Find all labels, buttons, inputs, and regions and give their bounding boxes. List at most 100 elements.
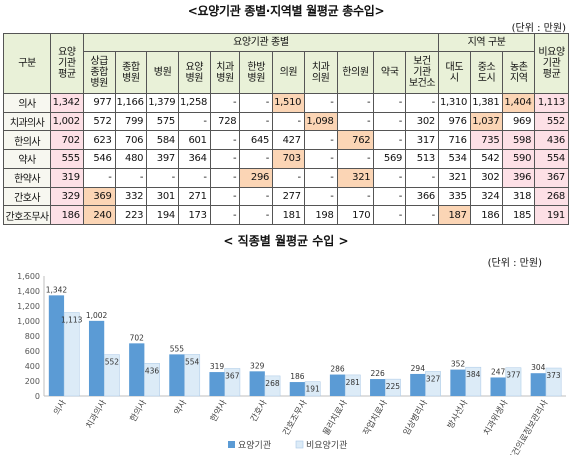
- bar-series-1: [144, 363, 160, 397]
- table-cell: 976: [437, 111, 471, 132]
- data-label-series-0: 247: [491, 367, 506, 376]
- x-tick-label: 간호사: [248, 398, 269, 424]
- data-label-series-0: 319: [210, 362, 225, 371]
- table-cell: -: [82, 167, 116, 188]
- table-cell: 191: [534, 205, 569, 225]
- x-tick-label: 방사선사: [445, 398, 470, 431]
- legend-label: 비요양기관: [306, 440, 347, 451]
- table-cell: -: [209, 205, 241, 225]
- table-cell: 1,510: [272, 93, 305, 113]
- table-cell: 324: [469, 186, 504, 207]
- table-cell: 364: [177, 149, 211, 169]
- bar-series-0: [88, 320, 105, 396]
- data-label-series-1: 552: [105, 358, 120, 367]
- table-cell: 590: [502, 149, 536, 169]
- header-type-group: 요양기관 종별: [82, 33, 439, 52]
- table-cell: -: [239, 111, 274, 132]
- table-cell: 170: [336, 205, 375, 225]
- x-tick-label: 치과위생사: [481, 398, 510, 438]
- table-cell: 1,002: [50, 111, 84, 132]
- table-cell: -: [209, 167, 241, 188]
- table-cell: 332: [114, 186, 148, 207]
- table-cell: 1,404: [502, 93, 536, 113]
- table-cell: 623: [82, 130, 116, 151]
- table-cell: -: [272, 111, 305, 132]
- table-cell: -: [373, 186, 407, 207]
- table-cell: 601: [177, 130, 211, 151]
- table-cell: 321: [437, 167, 471, 188]
- table-cell: 335: [437, 186, 471, 207]
- header-type-col: 치과 병원: [209, 51, 241, 94]
- table-cell: -: [177, 167, 211, 188]
- y-tick-label: 600: [25, 347, 40, 356]
- header-type-col: 한방 병원: [239, 51, 274, 94]
- table-cell: 1,113: [534, 93, 569, 113]
- table-cell: 1,379: [146, 93, 179, 113]
- table-cell: -: [114, 167, 148, 188]
- table-row: 간호조무사 186 240 223 194 173- -181 198 170- -187 186 1…: [2, 205, 569, 225]
- table-cell: -: [303, 149, 338, 169]
- x-tick-label: 약사: [172, 398, 189, 417]
- bar-series-1: [385, 378, 401, 397]
- data-label-series-0: 294: [411, 364, 426, 373]
- table-cell: 1,342: [50, 93, 84, 113]
- table-cell: 513: [405, 149, 439, 169]
- data-label-series-0: 286: [330, 365, 345, 374]
- bar-series-1: [545, 367, 562, 397]
- table-cell: -: [177, 111, 211, 132]
- table-cell: -: [336, 93, 375, 113]
- table-cell: -: [373, 111, 407, 132]
- table-cell: 436: [534, 130, 569, 151]
- row-label: 간호사: [2, 186, 52, 207]
- table-cell: -: [209, 149, 241, 169]
- table-cell: 1,310: [437, 93, 471, 113]
- table-cell: 1,037: [469, 111, 504, 132]
- data-label-series-0: 702: [130, 333, 145, 342]
- table-cell: 706: [114, 130, 148, 151]
- table-cell: -: [336, 111, 375, 132]
- table-cell: 716: [437, 130, 471, 151]
- header-region-col: 중소 도시: [469, 51, 504, 94]
- table-cell: 277: [272, 186, 305, 207]
- table-cell: -: [373, 205, 407, 225]
- bar-series-0: [209, 372, 225, 396]
- data-label-series-1: 225: [386, 382, 401, 391]
- table-cell: 554: [534, 149, 569, 169]
- bar-series-1: [465, 366, 482, 397]
- header-region-col: 농촌 지역: [502, 51, 536, 94]
- x-tick-label: 의사: [51, 398, 68, 417]
- table-cell: 194: [146, 205, 179, 225]
- table-cell: 396: [502, 167, 536, 188]
- table-row: 간호사 329 369 332 301 271- -277- - -366 335 324 318 26…: [2, 186, 569, 207]
- data-label-series-0: 1,002: [86, 311, 108, 320]
- bar-series-1: [505, 367, 522, 397]
- income-table: 구분 요양 기관 평균 요양기관 종별 지역 구분 비요양 기관 평균 상급 종합 병원 종합 병원 병원 요…: [2, 33, 569, 225]
- table-cell: -: [209, 130, 241, 151]
- table-cell: 317: [405, 130, 439, 151]
- bar-series-1: [184, 354, 201, 397]
- bar-series-1: [103, 354, 120, 397]
- x-tick-label: 임상병리사: [401, 398, 430, 438]
- row-label: 의사: [2, 93, 52, 113]
- table-cell: 187: [437, 205, 471, 225]
- table-cell: 1,098: [303, 111, 338, 132]
- data-label-series-1: 377: [506, 371, 521, 380]
- table-cell: -: [336, 149, 375, 169]
- header-type-col: 보건 기관 보건소: [405, 51, 439, 94]
- table-cell: 703: [272, 149, 305, 169]
- bar-series-1: [63, 312, 80, 397]
- table-cell: -: [272, 167, 305, 188]
- table-cell: 369: [82, 186, 116, 207]
- table-cell: -: [336, 186, 375, 207]
- table-cell: 321: [336, 167, 375, 188]
- bar-series-1: [304, 381, 321, 397]
- table-cell: 223: [114, 205, 148, 225]
- bar-series-0: [329, 374, 346, 396]
- table-cell: 366: [405, 186, 439, 207]
- income-bar-chart: 0 200 400 600 800 1,000 1,200 1,400 1,600 1,342 1,…: [17, 272, 566, 455]
- y-tick-label: 800: [25, 332, 40, 341]
- table-cell: 319: [50, 167, 84, 188]
- table-cell: -: [209, 186, 241, 207]
- table-cell: -: [303, 93, 338, 113]
- row-label: 치과의사: [2, 111, 52, 132]
